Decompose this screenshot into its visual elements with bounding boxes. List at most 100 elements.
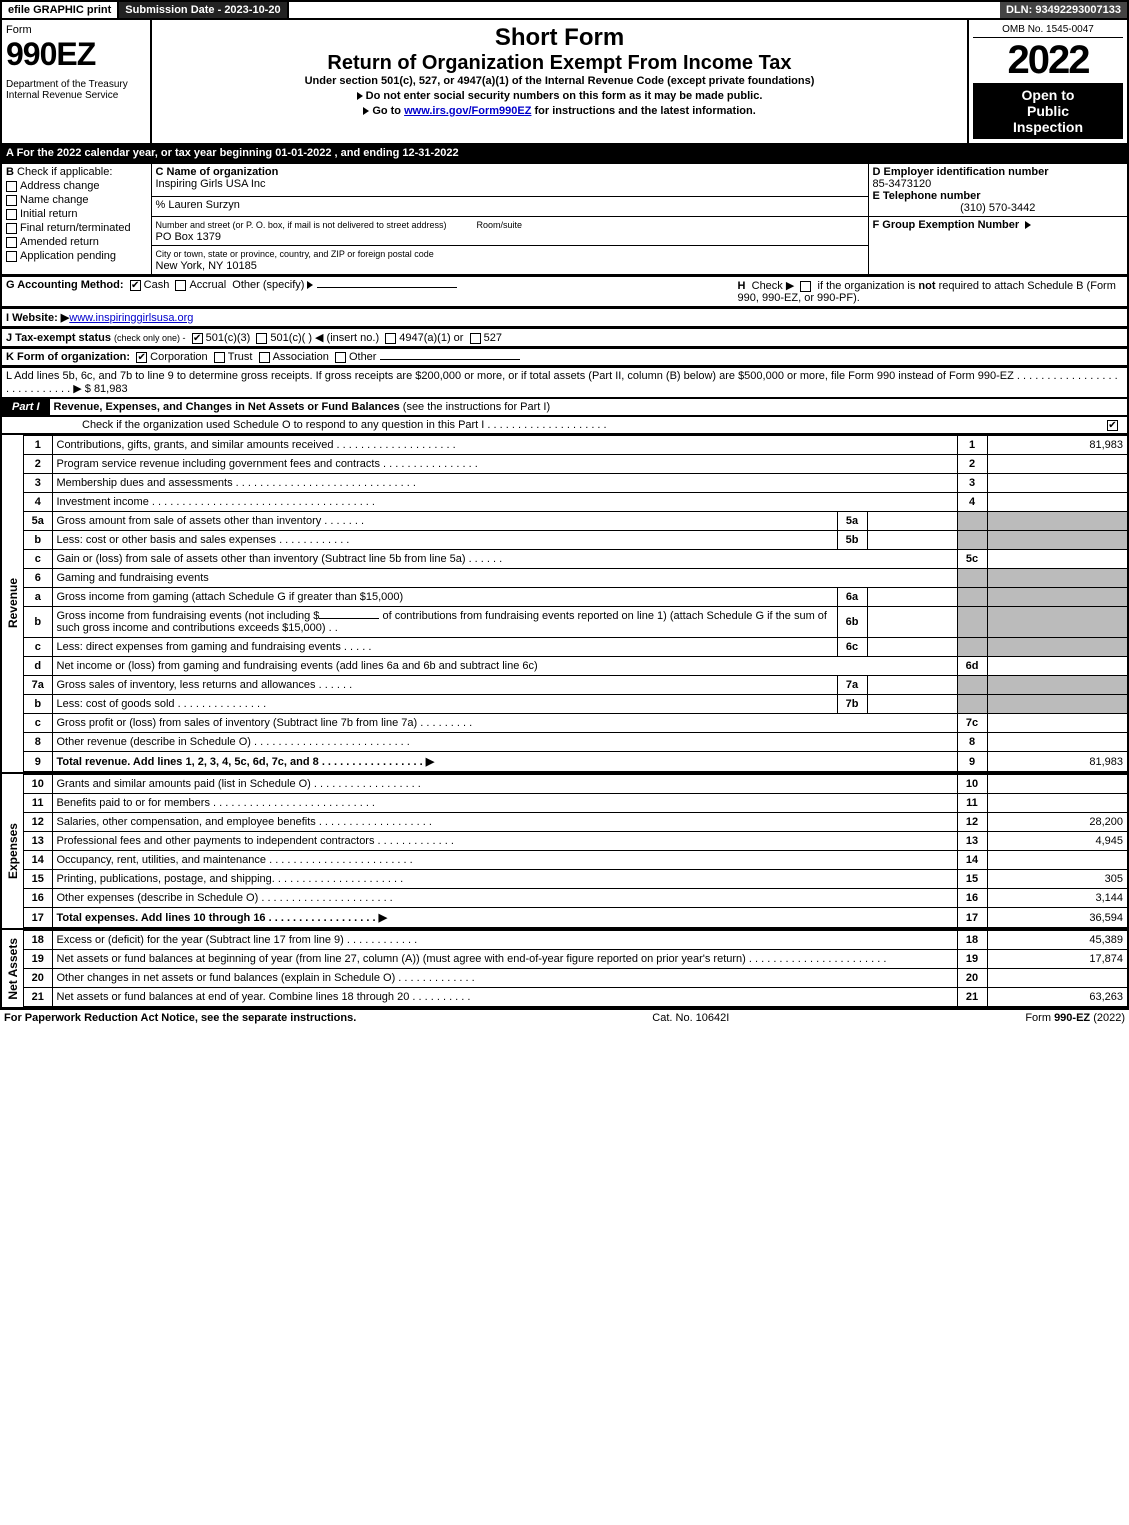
form-header: Form 990EZ Department of the Treasury In… [0,20,1129,145]
expenses-side-label: Expenses [2,774,24,928]
other-checkbox[interactable] [335,352,346,363]
initial-return-checkbox[interactable] [6,209,17,220]
k-table: K Form of organization: Corporation Trus… [0,348,1129,367]
name-change-checkbox[interactable] [6,195,17,206]
line11-value [987,794,1127,813]
schedule-b-checkbox[interactable] [800,281,811,292]
line5c-value [987,550,1127,569]
527-checkbox[interactable] [470,333,481,344]
line6d-value [987,657,1127,676]
tax-year: 2022 [973,38,1123,83]
line12-value: 28,200 [987,813,1127,832]
expenses-grid: Expenses 10Grants and similar amounts pa… [0,774,1129,930]
short-form-title: Short Form [156,24,963,52]
page-footer: For Paperwork Reduction Act Notice, see … [0,1009,1129,1026]
address-value: PO Box 1379 [156,231,221,243]
gross-receipts-value: 81,983 [94,383,128,395]
form-subtitle: Under section 501(c), 527, or 4947(a)(1)… [156,75,963,87]
line8-value [987,733,1127,752]
box-l: L Add lines 5b, 6c, and 7b to line 9 to … [1,368,1128,399]
line7c-value [987,714,1127,733]
line18-value: 45,389 [987,931,1127,950]
line15-value: 305 [987,870,1127,889]
ein-value: 85-3473120 [873,178,932,190]
part-i-header: Part I Revenue, Expenses, and Changes in… [0,399,1129,417]
accrual-checkbox[interactable] [175,280,186,291]
501c-checkbox[interactable] [256,333,267,344]
revenue-side-label: Revenue [2,435,24,772]
header-mid: Short Form Return of Organization Exempt… [152,20,967,143]
phone-value: (310) 570-3442 [873,202,1124,214]
part-i-label: Part I [2,399,50,415]
org-name: Inspiring Girls USA Inc [156,178,266,190]
goto-line: Go to www.irs.gov/Form990EZ for instruct… [156,105,963,117]
box-d: D Employer identification number 85-3473… [868,164,1128,217]
l-table: L Add lines 5b, 6c, and 7b to line 9 to … [0,367,1129,399]
box-c-city: City or town, state or province, country… [151,246,868,276]
box-k: K Form of organization: Corporation Trus… [1,349,1128,367]
box-j: J Tax-exempt status (check only one) - 5… [1,329,1128,348]
header-right: OMB No. 1545-0047 2022 Open to Public In… [967,20,1127,143]
part-i-checknote: Check if the organization used Schedule … [0,417,1129,435]
501c3-checkbox[interactable] [192,333,203,344]
box-c-addr: Number and street (or P. O. box, if mail… [151,217,868,246]
dept-label: Department of the Treasury [6,79,146,90]
website-link[interactable]: www.inspiringgirlsusa.org [69,312,193,324]
netassets-grid: Net Assets 18Excess or (deficit) for the… [0,930,1129,1009]
gh-table: G Accounting Method: Cash Accrual Other … [0,276,1129,308]
final-return-checkbox[interactable] [6,223,17,234]
4947-checkbox[interactable] [385,333,396,344]
cash-checkbox[interactable] [130,280,141,291]
netasset-lines: 18Excess or (deficit) for the year (Subt… [24,930,1127,1007]
city-value: New York, NY 10185 [156,260,257,272]
corp-checkbox[interactable] [136,352,147,363]
box-c-care: % Lauren Surzyn [151,197,868,217]
open-public-box: Open to Public Inspection [973,83,1123,139]
i-table: I Website: ▶www.inspiringgirlsusa.org [0,308,1129,328]
line2-value [987,455,1127,474]
section-a: A For the 2022 calendar year, or tax yea… [0,145,1129,163]
form-word: Form [6,24,146,36]
line21-value: 63,263 [987,988,1127,1007]
part-i-title: Revenue, Expenses, and Changes in Net As… [50,399,1127,415]
line10-value [987,775,1127,794]
revenue-lines: 1Contributions, gifts, grants, and simil… [24,435,1127,772]
box-h: H Check ▶ if the organization is not req… [734,277,1128,308]
triangle-icon [363,107,369,115]
app-pending-checkbox[interactable] [6,251,17,262]
efile-print[interactable]: efile GRAPHIC print [2,2,119,18]
bcdef-table: B Check if applicable: Address change Na… [0,163,1129,276]
warn-line: Do not enter social security numbers on … [156,90,963,102]
header-left: Form 990EZ Department of the Treasury In… [2,20,152,143]
form-title: Return of Organization Exempt From Incom… [156,52,963,75]
triangle-icon [357,92,363,100]
line14-value [987,851,1127,870]
line16-value: 3,144 [987,889,1127,908]
form-number: 990EZ [6,36,146,73]
schedule-o-checkbox[interactable] [1107,420,1118,431]
line4-value [987,493,1127,512]
catalog-number: Cat. No. 10642I [652,1012,729,1024]
topbar: efile GRAPHIC print Submission Date - 20… [0,0,1129,20]
triangle-icon [307,281,313,289]
line19-value: 17,874 [987,950,1127,969]
triangle-icon [1025,221,1031,229]
netassets-side-label: Net Assets [2,930,24,1007]
trust-checkbox[interactable] [214,352,225,363]
line1-value: 81,983 [987,436,1127,455]
expense-lines: 10Grants and similar amounts paid (list … [24,774,1127,928]
revenue-grid: Revenue 1Contributions, gifts, grants, a… [0,435,1129,774]
irs-link[interactable]: www.irs.gov/Form990EZ [404,105,531,117]
addr-change-checkbox[interactable] [6,181,17,192]
line20-value [987,969,1127,988]
form-footer: Form 990-EZ (2022) [1025,1012,1125,1024]
box-i: I Website: ▶www.inspiringgirlsusa.org [1,309,1128,328]
submission-date: Submission Date - 2023-10-20 [119,2,288,18]
line17-value: 36,594 [987,908,1127,928]
line13-value: 4,945 [987,832,1127,851]
j-table: J Tax-exempt status (check only one) - 5… [0,328,1129,348]
box-c-name: C Name of organization Inspiring Girls U… [151,164,868,197]
assoc-checkbox[interactable] [259,352,270,363]
amended-return-checkbox[interactable] [6,237,17,248]
line9-value: 81,983 [987,752,1127,772]
